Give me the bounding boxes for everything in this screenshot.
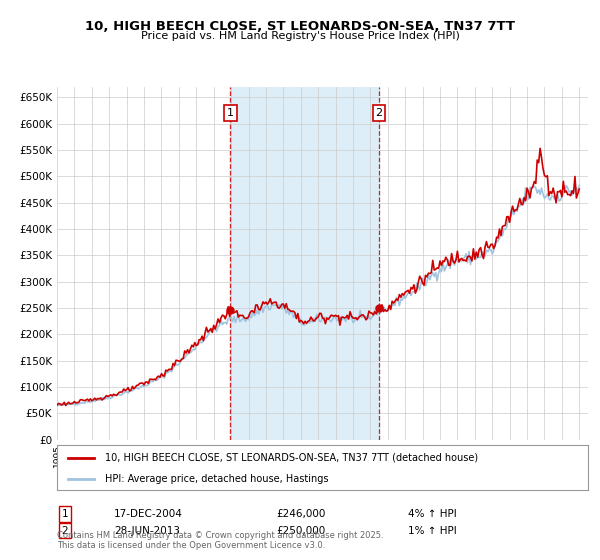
Text: HPI: Average price, detached house, Hastings: HPI: Average price, detached house, Hast…	[105, 474, 328, 484]
Text: 28-JUN-2013: 28-JUN-2013	[114, 526, 180, 536]
Text: 1% ↑ HPI: 1% ↑ HPI	[408, 526, 457, 536]
Text: Contains HM Land Registry data © Crown copyright and database right 2025.
This d: Contains HM Land Registry data © Crown c…	[57, 530, 383, 550]
Text: 17-DEC-2004: 17-DEC-2004	[114, 509, 183, 519]
Text: 4% ↑ HPI: 4% ↑ HPI	[408, 509, 457, 519]
Text: 1: 1	[227, 108, 234, 118]
Text: 2: 2	[61, 526, 68, 536]
Text: 2: 2	[376, 108, 382, 118]
Text: 10, HIGH BEECH CLOSE, ST LEONARDS-ON-SEA, TN37 7TT (detached house): 10, HIGH BEECH CLOSE, ST LEONARDS-ON-SEA…	[105, 452, 478, 463]
Bar	[230, 87, 379, 440]
Text: £246,000: £246,000	[276, 509, 325, 519]
Text: £250,000: £250,000	[276, 526, 325, 536]
Text: 10, HIGH BEECH CLOSE, ST LEONARDS-ON-SEA, TN37 7TT: 10, HIGH BEECH CLOSE, ST LEONARDS-ON-SEA…	[85, 20, 515, 32]
Text: 1: 1	[61, 509, 68, 519]
Text: Price paid vs. HM Land Registry's House Price Index (HPI): Price paid vs. HM Land Registry's House …	[140, 31, 460, 41]
